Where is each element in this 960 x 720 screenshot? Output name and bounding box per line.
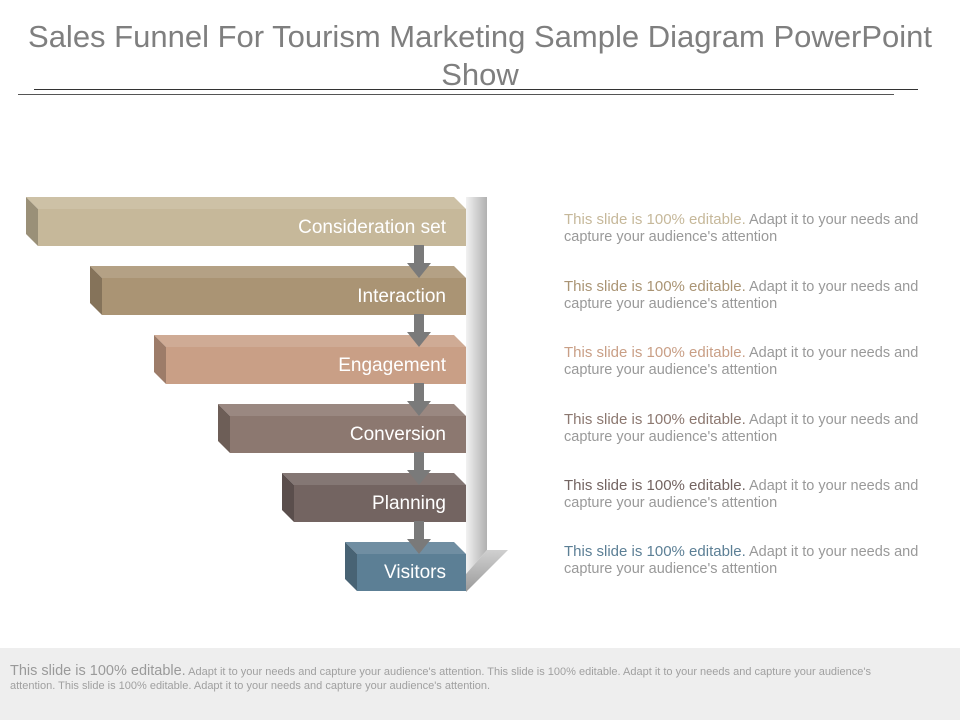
step-description-body: Adapt it to your needs and capture your … (564, 212, 919, 245)
funnel-step-top-face (154, 335, 466, 347)
funnel-step: Conversion (218, 404, 466, 453)
funnel-step: Engagement (154, 335, 466, 384)
step-description: This slide is 100% editable. Adapt it to… (564, 344, 924, 379)
step-description-body: Adapt it to your needs and capture your … (564, 544, 919, 577)
down-arrow-icon (407, 452, 431, 485)
funnel-step-side-face (218, 404, 230, 453)
footer-body: Adapt it to your needs and capture your … (10, 666, 871, 692)
funnel-step: Planning (282, 473, 466, 522)
title-underline-secondary (18, 94, 894, 95)
footer-lead: This slide is 100% editable. (10, 663, 186, 679)
funnel-step-front-face: Engagement (166, 347, 466, 384)
page-title: Sales Funnel For Tourism Marketing Sampl… (28, 19, 932, 92)
funnel-step-side-face (282, 473, 294, 522)
step-description: This slide is 100% editable. Adapt it to… (564, 477, 924, 512)
funnel-step-label: Planning (372, 492, 446, 514)
down-arrow-icon (407, 245, 431, 278)
step-description-head: This slide is 100% editable. (564, 211, 746, 228)
step-description-body: Adapt it to your needs and capture your … (564, 345, 919, 378)
step-description: This slide is 100% editable. Adapt it to… (564, 411, 924, 446)
step-description-head: This slide is 100% editable. (564, 411, 746, 428)
down-arrow-icon (407, 314, 431, 347)
funnel-step-label: Interaction (357, 285, 446, 307)
step-description: This slide is 100% editable. Adapt it to… (564, 543, 924, 578)
funnel-step-side-face (154, 335, 166, 384)
funnel-step-top-face (345, 542, 466, 554)
footer-panel: This slide is 100% editable. Adapt it to… (0, 648, 960, 720)
funnel-step-front-face: Visitors (357, 554, 466, 591)
funnel-step: Interaction (90, 266, 466, 315)
title-underline (34, 89, 918, 90)
step-description-head: This slide is 100% editable. (564, 477, 746, 494)
funnel-step: Consideration set (26, 197, 466, 246)
funnel-step-front-face: Consideration set (38, 209, 466, 246)
funnel-step: Visitors (345, 542, 466, 591)
funnel-step-label: Conversion (349, 423, 446, 445)
down-arrow-icon (407, 383, 431, 416)
step-description-body: Adapt it to your needs and capture your … (564, 279, 919, 312)
step-description-body: Adapt it to your needs and capture your … (564, 412, 919, 445)
funnel-step-label: Engagement (338, 354, 446, 376)
funnel-step-label: Visitors (384, 561, 446, 583)
step-description-head: This slide is 100% editable. (564, 278, 746, 295)
step-description-head: This slide is 100% editable. (564, 543, 746, 560)
funnel-step-front-face: Interaction (102, 278, 466, 315)
funnel-step-front-face: Conversion (230, 416, 466, 453)
funnel-step-front-face: Planning (294, 485, 466, 522)
funnel-step-side-face (345, 542, 357, 591)
funnel-step-top-face (218, 404, 466, 416)
step-description: This slide is 100% editable. Adapt it to… (564, 278, 924, 313)
down-arrow-icon (407, 521, 431, 554)
footer-text: This slide is 100% editable. Adapt it to… (10, 664, 910, 693)
funnel-step-top-face (282, 473, 466, 485)
funnel-step-side-face (26, 197, 38, 246)
funnel-step-side-face (90, 266, 102, 315)
funnel-step-top-face (90, 266, 466, 278)
funnel-step-label: Consideration set (298, 216, 446, 238)
funnel-step-top-face (26, 197, 466, 209)
step-description-head: This slide is 100% editable. (564, 344, 746, 361)
step-description: This slide is 100% editable. Adapt it to… (564, 211, 924, 246)
step-description-body: Adapt it to your needs and capture your … (564, 478, 919, 511)
